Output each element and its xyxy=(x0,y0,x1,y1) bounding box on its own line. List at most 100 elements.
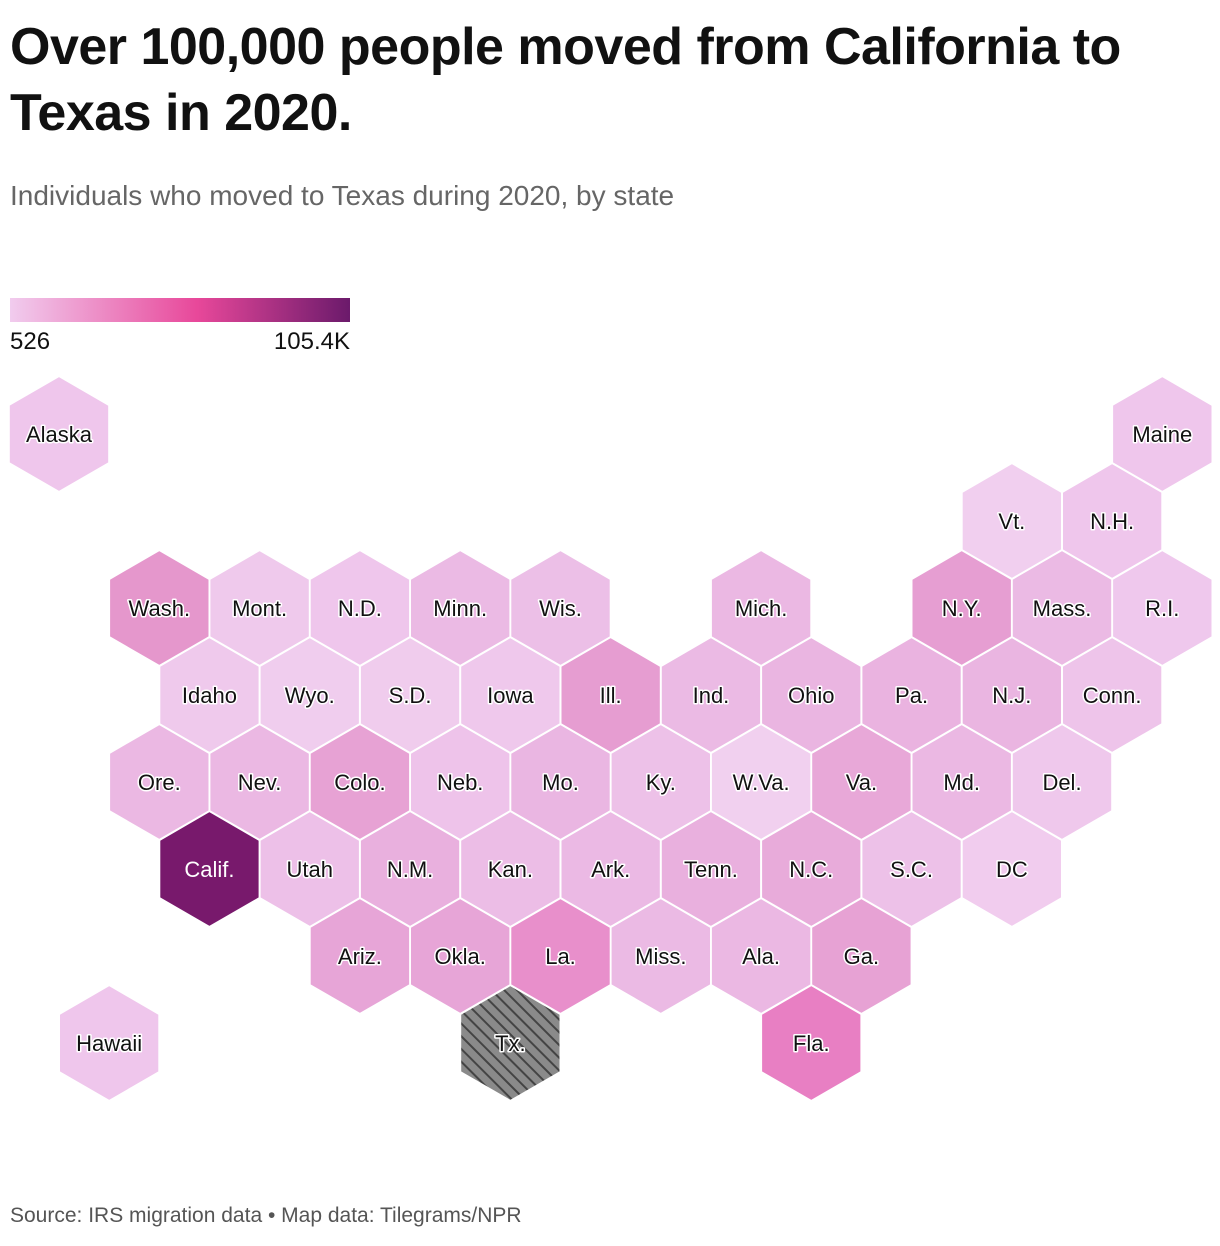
state-tile-wash[interactable]: Wash. xyxy=(108,549,210,667)
state-tile-ga[interactable]: Ga. xyxy=(810,897,912,1015)
state-tile-calif[interactable]: Calif. xyxy=(159,810,260,928)
state-tile-va[interactable]: Va. xyxy=(810,723,912,841)
state-hex-nd xyxy=(309,549,411,667)
state-label-nev: Nev. xyxy=(238,770,282,795)
state-tile-okla[interactable]: Okla. xyxy=(409,897,511,1015)
state-tile-wis[interactable]: Wis. xyxy=(510,549,611,667)
state-label-nm: N.M. xyxy=(387,857,433,882)
state-label-md: Md. xyxy=(943,770,980,795)
state-tile-md[interactable]: Md. xyxy=(911,723,1013,841)
state-tile-miss[interactable]: Miss. xyxy=(610,897,712,1015)
state-label-ill: Ill. xyxy=(600,683,622,708)
state-label-ind: Ind. xyxy=(693,683,730,708)
state-label-la: La. xyxy=(545,944,576,969)
state-tile-ariz[interactable]: Ariz. xyxy=(309,897,411,1015)
state-hex-ri xyxy=(1111,549,1213,667)
state-label-wyo: Wyo. xyxy=(285,683,335,708)
state-label-neb: Neb. xyxy=(437,770,483,795)
state-tile-mass[interactable]: Mass. xyxy=(1011,549,1113,667)
state-label-dc: DC xyxy=(996,857,1028,882)
state-tile-ark[interactable]: Ark. xyxy=(560,810,662,928)
state-tile-minn[interactable]: Minn. xyxy=(409,549,511,667)
state-label-ny: N.Y. xyxy=(942,596,982,621)
state-label-calif: Calif. xyxy=(184,857,234,882)
state-tile-nd[interactable]: N.D. xyxy=(309,549,411,667)
state-hex-ore xyxy=(108,723,210,841)
state-label-utah: Utah xyxy=(287,857,333,882)
state-tile-nev[interactable]: Nev. xyxy=(209,723,310,841)
state-hex-alaska xyxy=(8,375,110,493)
state-label-va: Va. xyxy=(846,770,877,795)
state-tile-tx[interactable]: Tx. xyxy=(460,984,561,1102)
state-tile-sc[interactable]: S.C. xyxy=(861,810,962,928)
state-tile-nm[interactable]: N.M. xyxy=(359,810,461,928)
state-tile-mo[interactable]: Mo. xyxy=(510,723,611,841)
state-label-mont: Mont. xyxy=(232,596,287,621)
state-hex-wva xyxy=(710,723,812,841)
state-hex-nev xyxy=(209,723,310,841)
page-subtitle: Individuals who moved to Texas during 20… xyxy=(10,180,675,211)
state-label-pa: Pa. xyxy=(895,683,928,708)
state-tile-colo[interactable]: Colo. xyxy=(309,723,411,841)
state-tile-ny[interactable]: N.Y. xyxy=(911,549,1013,667)
state-label-alaska: Alaska xyxy=(26,422,93,447)
state-tile-utah[interactable]: Utah xyxy=(259,810,361,928)
state-label-ky: Ky. xyxy=(646,770,676,795)
state-tile-nj[interactable]: N.J. xyxy=(961,636,1063,754)
state-label-ala: Ala. xyxy=(742,944,780,969)
state-tile-wva[interactable]: W.Va. xyxy=(710,723,812,841)
state-tile-mich[interactable]: Mich. xyxy=(710,549,812,667)
state-hex-nh xyxy=(1061,462,1163,580)
state-tile-tenn[interactable]: Tenn. xyxy=(660,810,762,928)
state-hex-maine xyxy=(1111,375,1213,493)
state-tile-ri[interactable]: R.I. xyxy=(1111,549,1213,667)
state-tile-conn[interactable]: Conn. xyxy=(1061,636,1163,754)
state-tile-nh[interactable]: N.H. xyxy=(1061,462,1163,580)
state-hex-nj xyxy=(961,636,1063,754)
state-hex-fla xyxy=(760,984,862,1102)
state-tile-la[interactable]: La. xyxy=(510,897,611,1015)
state-label-kan: Kan. xyxy=(488,857,533,882)
state-label-maine: Maine xyxy=(1132,422,1192,447)
state-hex-tenn xyxy=(660,810,762,928)
state-label-tenn: Tenn. xyxy=(684,857,738,882)
state-tile-dc[interactable]: DC xyxy=(961,810,1063,928)
state-label-colo: Colo. xyxy=(334,770,385,795)
state-tile-nc[interactable]: N.C. xyxy=(760,810,862,928)
state-tile-ky[interactable]: Ky. xyxy=(610,723,712,841)
state-hex-ariz xyxy=(309,897,411,1015)
state-hex-okla xyxy=(409,897,511,1015)
state-tile-wyo[interactable]: Wyo. xyxy=(259,636,361,754)
state-hex-sd xyxy=(359,636,461,754)
legend-min-label: 526 xyxy=(10,328,51,355)
state-label-sd: S.D. xyxy=(389,683,432,708)
state-tile-vt[interactable]: Vt. xyxy=(961,462,1063,580)
state-tile-del[interactable]: Del. xyxy=(1011,723,1113,841)
state-tile-maine[interactable]: Maine xyxy=(1111,375,1213,493)
state-tile-kan[interactable]: Kan. xyxy=(460,810,561,928)
state-label-mich: Mich. xyxy=(735,596,788,621)
state-tile-pa[interactable]: Pa. xyxy=(861,636,962,754)
state-tile-idaho[interactable]: Idaho xyxy=(159,636,260,754)
state-tile-neb[interactable]: Neb. xyxy=(409,723,511,841)
state-hex-ind xyxy=(660,636,762,754)
hex-tile-map: Alaska Maine Vt. N.H. Wash. Mont. N.D. Minn. Wis… xyxy=(8,375,1213,1102)
state-tile-iowa[interactable]: Iowa xyxy=(460,636,561,754)
state-hex-la xyxy=(510,897,611,1015)
state-tile-ind[interactable]: Ind. xyxy=(660,636,762,754)
state-tile-sd[interactable]: S.D. xyxy=(359,636,461,754)
state-tile-alaska[interactable]: Alaska xyxy=(8,375,110,493)
state-hex-miss xyxy=(610,897,712,1015)
state-tile-ala[interactable]: Ala. xyxy=(710,897,812,1015)
state-hex-mass xyxy=(1011,549,1113,667)
state-hex-calif xyxy=(159,810,260,928)
state-tile-ill[interactable]: Ill. xyxy=(560,636,662,754)
state-label-mo: Mo. xyxy=(542,770,579,795)
state-label-hawaii: Hawaii xyxy=(76,1031,142,1056)
state-tile-fla[interactable]: Fla. xyxy=(760,984,862,1102)
state-tile-hawaii[interactable]: Hawaii xyxy=(58,984,160,1102)
state-tile-ohio[interactable]: Ohio xyxy=(760,636,862,754)
state-label-nc: N.C. xyxy=(789,857,833,882)
state-tile-ore[interactable]: Ore. xyxy=(108,723,210,841)
state-tile-mont[interactable]: Mont. xyxy=(209,549,310,667)
